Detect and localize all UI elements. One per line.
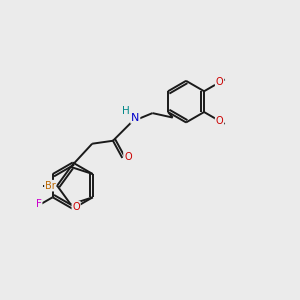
Text: O: O [216,77,223,87]
Text: Br: Br [45,181,56,191]
Text: F: F [36,199,42,209]
Text: O: O [72,202,80,212]
Text: H: H [122,106,130,116]
Text: O: O [216,116,223,126]
Text: N: N [131,113,140,123]
Text: O: O [124,152,132,162]
